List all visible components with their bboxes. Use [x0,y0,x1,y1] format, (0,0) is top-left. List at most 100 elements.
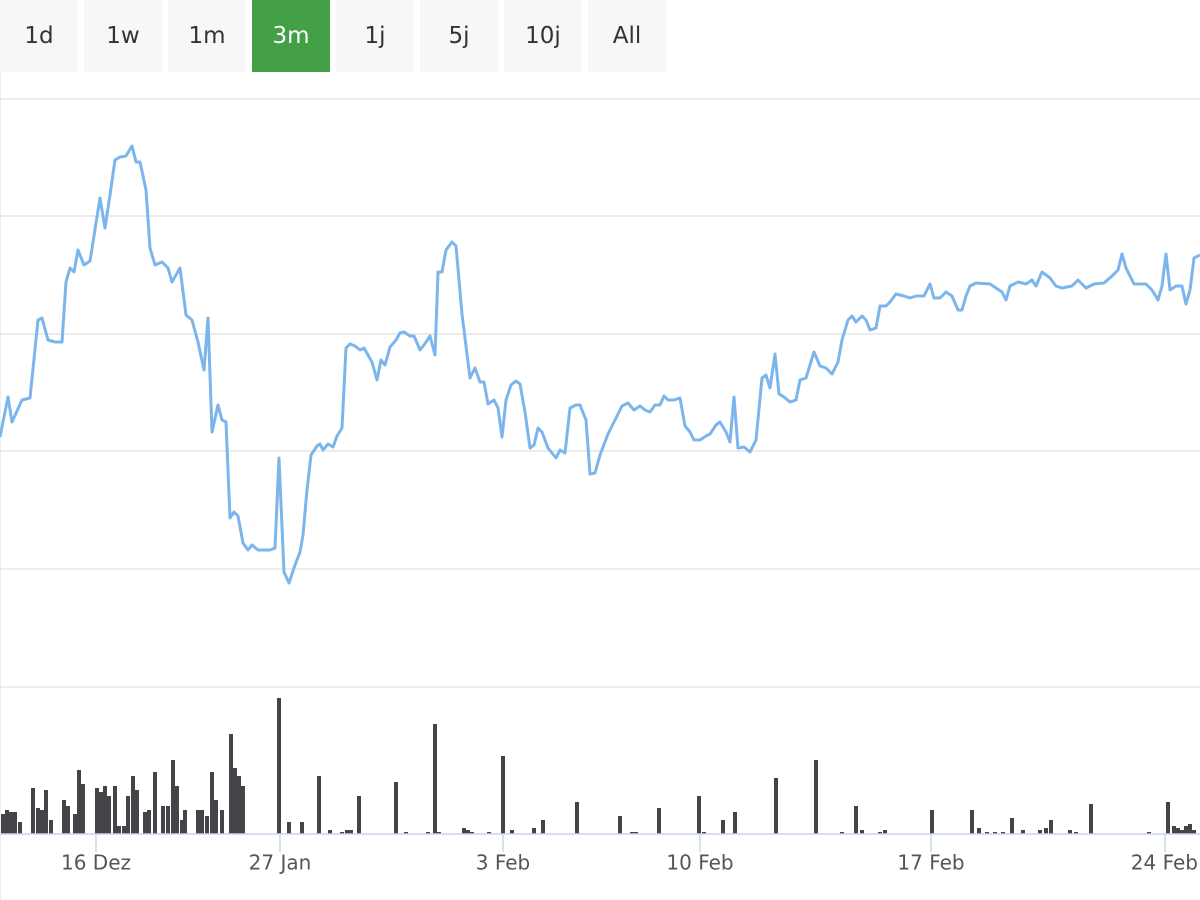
volume-bar [985,832,989,834]
volume-bar [840,832,844,834]
volume-bar [470,832,474,834]
range-button[interactable]: 1j [336,0,414,72]
volume-bar [233,768,237,834]
volume-bar [930,810,934,834]
volume-bar [1068,830,1072,834]
volume-bar [103,786,107,834]
volume-bar [175,786,179,834]
volume-bar [122,826,126,834]
volume-bar [721,820,725,834]
volume-bar [99,792,103,834]
volume-bar [143,812,147,834]
volume-bar [9,812,13,834]
volume-bar [49,820,53,834]
volume-bar [183,810,187,834]
volume-bar [1074,832,1078,834]
volume-bar [1172,826,1176,834]
volume-bar [487,832,491,834]
volume-bar [733,812,737,834]
range-button[interactable]: 10j [504,0,582,72]
price-line [0,144,1200,585]
volume-bar [1147,832,1151,834]
volume-bar [404,832,408,834]
volume-bar [541,820,545,834]
range-button[interactable]: 1d [0,0,78,72]
range-button[interactable]: 5j [420,0,498,72]
volume-bar [634,832,638,834]
volume-bar [1,814,5,834]
volume-bar [993,832,997,834]
volume-bar [883,830,887,834]
volume-bar [205,816,209,834]
volume-bar [1049,820,1053,834]
volume-bar [62,800,66,834]
x-tick-label: 24 Feb [1131,851,1198,875]
volume-bar [161,806,165,834]
volume-bar [147,810,151,834]
volume-bar [854,806,858,834]
volume-bar [426,832,430,834]
volume-bar [113,786,117,834]
volume-bar [153,772,157,834]
volume-bar [81,784,85,834]
volume-bar [18,822,22,834]
volume-bar [300,822,304,834]
range-button[interactable]: 1m [168,0,246,72]
volume-bar [657,808,661,834]
volume-bar [1044,828,1048,834]
volume-bar [73,814,77,834]
volume-bar [287,822,291,834]
volume-bar [220,810,224,834]
volume-bar [13,812,17,834]
volume-bar [117,826,121,834]
volume-bar [630,832,634,834]
volume-bar [237,776,241,834]
volume-bar [229,734,233,834]
range-button[interactable]: 1w [84,0,162,72]
volume-bar [1038,830,1042,834]
volume-bar [180,820,184,834]
volume-bar [510,830,514,834]
volume-bar [532,828,536,834]
volume-bar [210,772,214,834]
volume-bar [135,790,139,834]
volume-bar [433,724,437,834]
volume-bar [1001,832,1005,834]
volume-bar [317,776,321,834]
volume-bar [328,830,332,834]
volume-bar [575,802,579,834]
volume-bar [1021,830,1025,834]
volume-bar [107,796,111,834]
x-tick-label: 16 Dez [61,851,131,875]
volume-bar [166,806,170,834]
volume-bar [1176,828,1180,834]
volume-bar [814,760,818,834]
volume-bar [66,806,70,834]
volume-bar [394,782,398,834]
volume-bar [95,788,99,834]
volume-bar [1184,826,1188,834]
volume-bar [970,810,974,834]
volume-bar [200,810,204,834]
x-tick-label: 10 Feb [666,851,733,875]
volume-bar [171,760,175,834]
x-tick-label: 27 Jan [249,851,312,875]
volume-bar [774,778,778,834]
volume-bar [77,770,81,834]
volume-bar [131,776,135,834]
volume-bar [977,828,981,834]
volume-bar [466,830,470,834]
volume-bar [462,828,466,834]
volume-bar [1188,824,1192,834]
volume-bar [1089,804,1093,834]
x-tick-label: 17 Feb [897,851,964,875]
volume-bar [277,698,281,834]
volume-bar [860,830,864,834]
range-button[interactable]: 3m [252,0,330,72]
volume-bar [1192,830,1196,834]
volume-bar [31,788,35,834]
volume-bar [349,830,353,834]
range-button[interactable]: All [588,0,666,72]
volume-bar [437,832,441,834]
